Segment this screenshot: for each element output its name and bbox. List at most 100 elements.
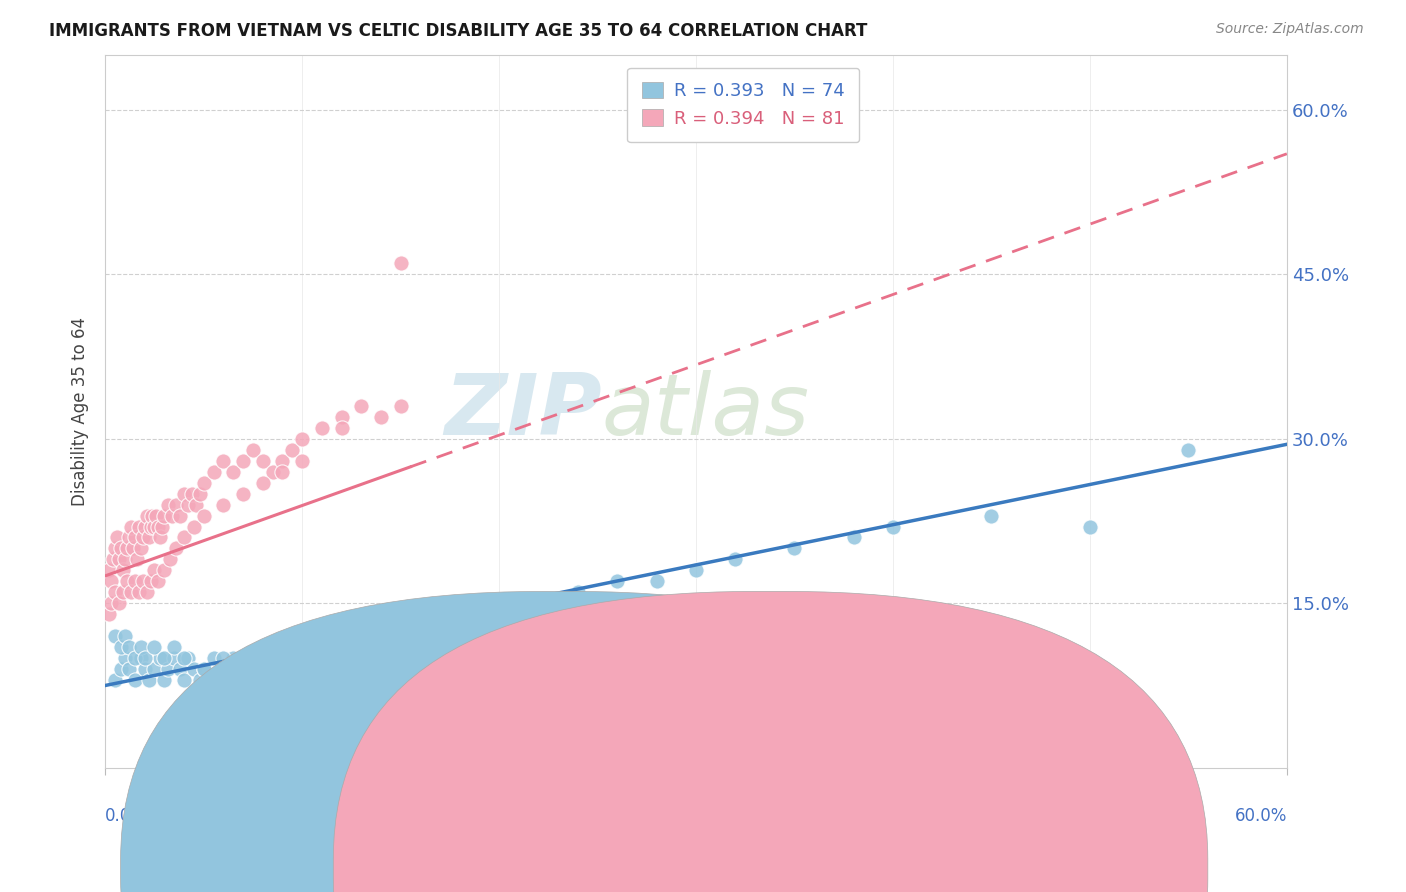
Point — [567, 585, 589, 599]
Point — [149, 651, 172, 665]
Point — [193, 662, 215, 676]
Point — [301, 640, 323, 654]
Point — [645, 574, 668, 589]
Point — [121, 541, 143, 556]
Point — [134, 519, 156, 533]
Point — [118, 531, 141, 545]
Point — [115, 541, 138, 556]
Point — [252, 651, 274, 665]
Point — [104, 673, 127, 687]
Point — [157, 498, 180, 512]
Point — [135, 508, 157, 523]
Point — [104, 541, 127, 556]
Point — [193, 662, 215, 676]
Point — [242, 673, 264, 687]
Point — [232, 662, 254, 676]
Point — [291, 673, 314, 687]
Point — [148, 519, 170, 533]
Legend: R = 0.393   N = 74, R = 0.394   N = 81: R = 0.393 N = 74, R = 0.394 N = 81 — [627, 68, 859, 142]
Point — [115, 574, 138, 589]
Point — [291, 662, 314, 676]
Point — [1078, 519, 1101, 533]
Point — [101, 552, 124, 566]
Point — [118, 640, 141, 654]
Point — [143, 519, 166, 533]
Point — [350, 640, 373, 654]
Point — [108, 596, 131, 610]
Point — [409, 629, 432, 643]
Point — [311, 421, 333, 435]
Text: Celtics: Celtics — [793, 860, 848, 878]
Point — [124, 574, 146, 589]
Point — [150, 519, 173, 533]
Point — [160, 508, 183, 523]
Point — [252, 475, 274, 490]
Point — [111, 563, 134, 577]
Point — [104, 585, 127, 599]
Point — [153, 563, 176, 577]
Point — [114, 552, 136, 566]
Point — [108, 552, 131, 566]
Point — [360, 651, 382, 665]
Point — [180, 486, 202, 500]
Point — [183, 662, 205, 676]
Point — [389, 256, 412, 270]
Point — [139, 519, 162, 533]
Point — [110, 541, 132, 556]
Point — [311, 651, 333, 665]
Point — [129, 640, 152, 654]
Point — [193, 508, 215, 523]
Point — [724, 552, 747, 566]
Point — [783, 541, 806, 556]
Point — [252, 673, 274, 687]
Text: ZIP: ZIP — [444, 370, 602, 453]
Point — [882, 519, 904, 533]
Point — [100, 596, 122, 610]
Text: Source: ZipAtlas.com: Source: ZipAtlas.com — [1216, 22, 1364, 37]
Point — [321, 662, 343, 676]
Point — [124, 673, 146, 687]
Point — [188, 486, 211, 500]
Point — [177, 651, 200, 665]
Point — [271, 454, 294, 468]
Point — [232, 662, 254, 676]
Point — [173, 486, 195, 500]
Point — [163, 651, 186, 665]
Point — [111, 585, 134, 599]
Point — [98, 563, 121, 577]
Point — [389, 640, 412, 654]
Text: IMMIGRANTS FROM VIETNAM VS CELTIC DISABILITY AGE 35 TO 64 CORRELATION CHART: IMMIGRANTS FROM VIETNAM VS CELTIC DISABI… — [49, 22, 868, 40]
Point — [330, 640, 353, 654]
Point — [118, 662, 141, 676]
Point — [114, 651, 136, 665]
Point — [128, 585, 150, 599]
Point — [389, 728, 412, 742]
Point — [141, 508, 163, 523]
Point — [370, 409, 392, 424]
Point — [153, 673, 176, 687]
Point — [488, 607, 510, 622]
Point — [222, 465, 245, 479]
Point — [173, 651, 195, 665]
Point — [143, 662, 166, 676]
Point — [262, 662, 284, 676]
Point — [153, 508, 176, 523]
Point — [159, 552, 181, 566]
Point — [169, 508, 191, 523]
Text: Immigrants from Vietnam: Immigrants from Vietnam — [581, 860, 794, 878]
Point — [120, 585, 142, 599]
Point — [138, 673, 160, 687]
Point — [110, 640, 132, 654]
Point — [129, 651, 152, 665]
Point — [183, 519, 205, 533]
Point — [842, 531, 865, 545]
Point — [370, 629, 392, 643]
Point — [468, 618, 491, 632]
Point — [340, 651, 363, 665]
Point — [131, 531, 153, 545]
Point — [271, 673, 294, 687]
Point — [980, 508, 1002, 523]
Point — [330, 409, 353, 424]
Point — [212, 651, 235, 665]
Point — [129, 541, 152, 556]
